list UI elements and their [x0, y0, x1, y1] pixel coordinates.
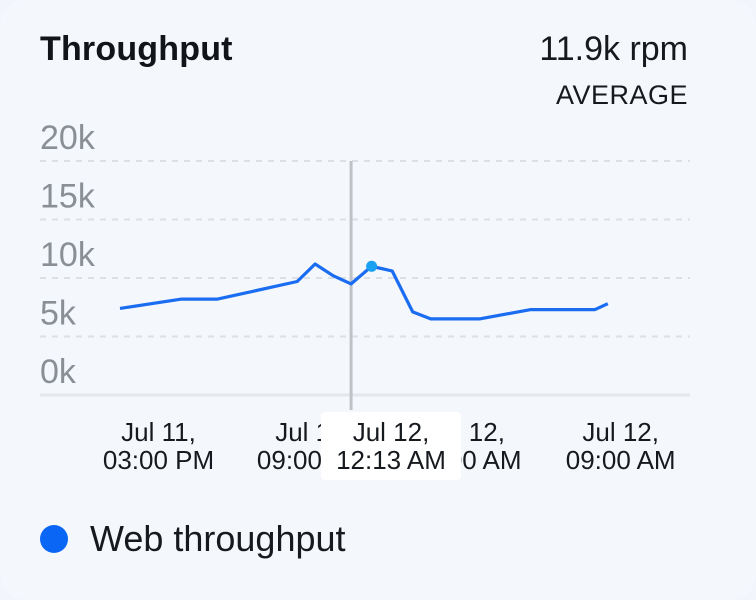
y-tick-label: 5k: [40, 295, 77, 333]
y-tick-label: 15k: [40, 178, 96, 216]
legend-label-web-throughput: Web throughput: [90, 518, 346, 559]
average-caption: AVERAGE: [555, 80, 688, 110]
y-tick-label: 0k: [40, 353, 77, 391]
chart-legend[interactable]: Web throughput: [40, 518, 346, 560]
hover-tooltip: Jul 12, 12:13 AM: [321, 412, 461, 480]
tooltip-date: Jul 12,: [353, 417, 430, 447]
series-line-web-throughput: [119, 262, 609, 321]
x-tick-label: Jul 11,: [121, 417, 196, 447]
y-tick-label: 10k: [40, 236, 96, 274]
hover-data-point: [366, 260, 378, 272]
card-title: Throughput: [40, 30, 233, 68]
x-tick-label: 09:00 AM: [566, 445, 676, 475]
x-tick-label: Jul 12,: [582, 417, 659, 447]
y-axis-ticks: 20k 15k 10k 5k 0k: [40, 119, 96, 391]
legend-swatch-web-throughput: [40, 525, 68, 553]
average-value: 11.9k rpm: [539, 30, 688, 68]
tooltip-time: 12:13 AM: [336, 445, 446, 475]
tooltip-box: [321, 412, 461, 480]
x-tick-label: 03:00 PM: [103, 445, 214, 475]
grid-lines: [40, 160, 690, 338]
y-tick-label: 20k: [40, 119, 96, 157]
